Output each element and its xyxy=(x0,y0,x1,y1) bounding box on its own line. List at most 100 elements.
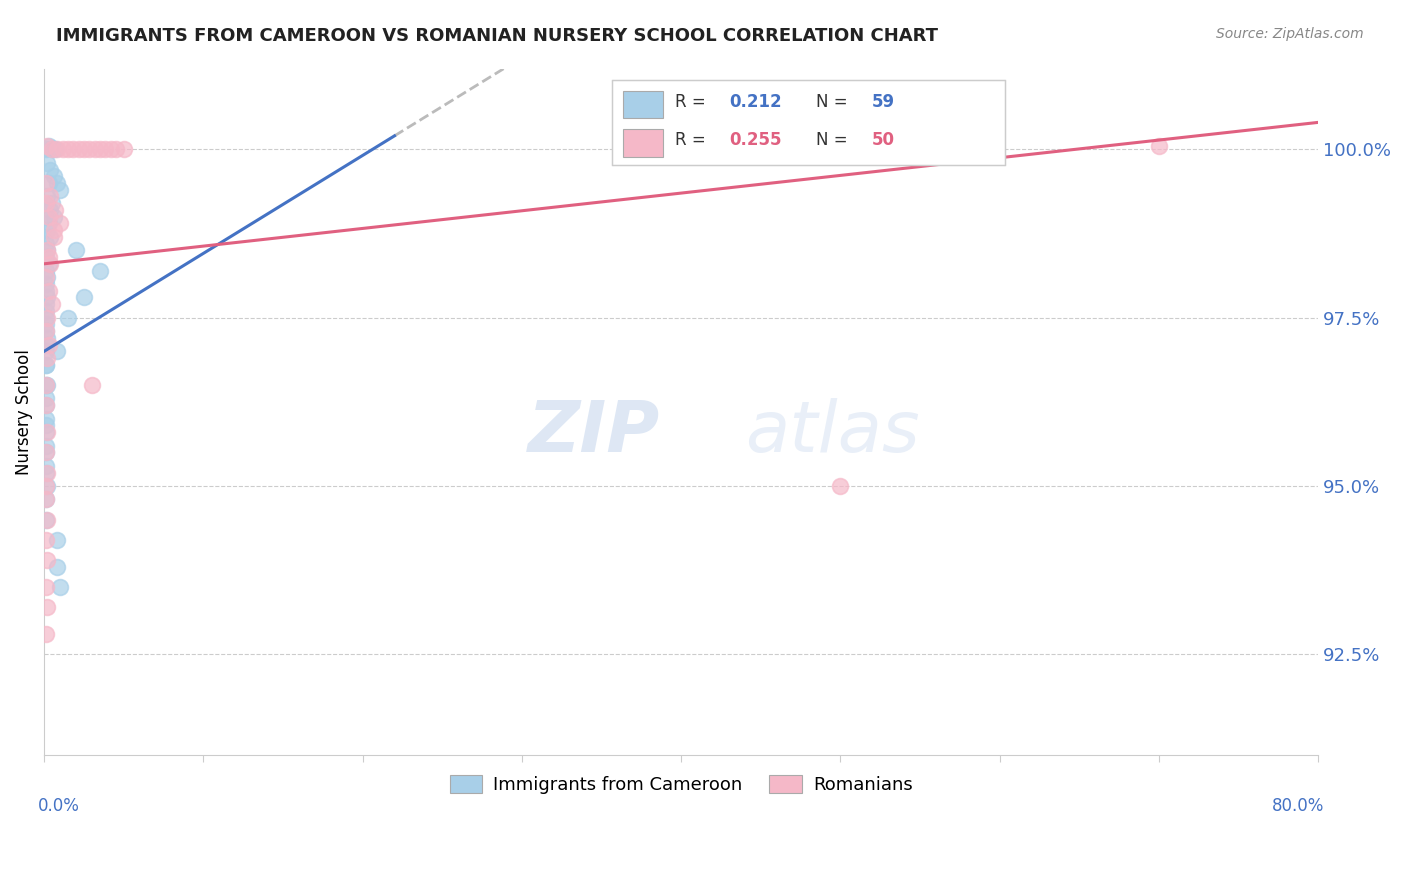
Text: 80.0%: 80.0% xyxy=(1272,797,1324,814)
Point xyxy=(39,189,62,203)
Text: R =: R = xyxy=(675,131,710,150)
Point xyxy=(35,263,58,277)
Point xyxy=(35,324,58,338)
Point xyxy=(37,351,59,365)
Point xyxy=(65,244,87,258)
Text: 0.212: 0.212 xyxy=(730,94,782,112)
Point xyxy=(104,142,127,156)
Point xyxy=(45,176,67,190)
Text: 0.0%: 0.0% xyxy=(38,797,80,814)
Point xyxy=(89,142,111,156)
Point xyxy=(35,318,58,332)
Point xyxy=(35,458,58,473)
Point xyxy=(38,337,60,351)
Point xyxy=(37,189,59,203)
Point xyxy=(908,139,931,153)
Point xyxy=(38,250,60,264)
Point xyxy=(41,297,63,311)
Point xyxy=(37,513,59,527)
Text: IMMIGRANTS FROM CAMEROON VS ROMANIAN NURSERY SCHOOL CORRELATION CHART: IMMIGRANTS FROM CAMEROON VS ROMANIAN NUR… xyxy=(56,27,938,45)
Point xyxy=(38,284,60,298)
Text: N =: N = xyxy=(817,94,853,112)
Point xyxy=(45,344,67,359)
Point xyxy=(35,284,58,298)
Point xyxy=(35,445,58,459)
Point xyxy=(35,358,58,372)
Point xyxy=(39,162,62,177)
Point xyxy=(41,142,63,156)
Text: R =: R = xyxy=(675,94,710,112)
Point xyxy=(73,142,96,156)
Point xyxy=(37,244,59,258)
Point xyxy=(37,223,59,237)
Bar xyxy=(623,91,662,119)
Point xyxy=(35,411,58,425)
Point xyxy=(35,277,58,291)
Point xyxy=(37,425,59,439)
Point xyxy=(37,378,59,392)
Point xyxy=(35,418,58,433)
Point xyxy=(38,176,60,190)
Point xyxy=(37,466,59,480)
Point xyxy=(35,513,58,527)
Point xyxy=(42,169,65,184)
Point xyxy=(35,236,58,251)
Point xyxy=(112,142,135,156)
Point xyxy=(77,142,100,156)
Point xyxy=(84,142,107,156)
Point xyxy=(89,263,111,277)
Point xyxy=(35,492,58,507)
Point xyxy=(35,445,58,459)
Text: Source: ZipAtlas.com: Source: ZipAtlas.com xyxy=(1216,27,1364,41)
Point xyxy=(35,533,58,547)
Text: 59: 59 xyxy=(872,94,894,112)
Legend: Immigrants from Cameroon, Romanians: Immigrants from Cameroon, Romanians xyxy=(443,767,920,801)
Point xyxy=(37,310,59,325)
Point xyxy=(39,202,62,217)
Text: ZIP: ZIP xyxy=(529,398,661,467)
Point xyxy=(37,156,59,170)
Point xyxy=(35,627,58,641)
Point xyxy=(41,142,63,156)
Point xyxy=(67,142,90,156)
Point xyxy=(35,142,58,156)
Point xyxy=(35,378,58,392)
Point xyxy=(35,304,58,318)
Point xyxy=(35,425,58,439)
Text: 50: 50 xyxy=(872,131,894,150)
Point xyxy=(37,244,59,258)
Point xyxy=(35,358,58,372)
Point xyxy=(38,210,60,224)
Point xyxy=(100,142,122,156)
Point xyxy=(35,176,58,190)
Point xyxy=(42,230,65,244)
Point xyxy=(35,398,58,412)
Point xyxy=(42,210,65,224)
Point xyxy=(1147,139,1170,153)
Point xyxy=(45,559,67,574)
Text: N =: N = xyxy=(817,131,853,150)
Point xyxy=(37,331,59,345)
Point xyxy=(35,324,58,338)
Point xyxy=(37,600,59,615)
Point xyxy=(38,216,60,230)
Point xyxy=(73,290,96,304)
Point xyxy=(38,257,60,271)
Point xyxy=(44,202,66,217)
Text: atlas: atlas xyxy=(745,398,920,467)
Point xyxy=(93,142,115,156)
Point xyxy=(35,479,58,493)
Point xyxy=(35,270,58,285)
Point xyxy=(37,139,59,153)
Point xyxy=(35,398,58,412)
Point xyxy=(45,142,67,156)
Point xyxy=(35,250,58,264)
Point xyxy=(35,297,58,311)
Point xyxy=(49,183,72,197)
Point xyxy=(35,337,58,351)
Point xyxy=(80,378,103,392)
Point xyxy=(49,580,72,594)
Point xyxy=(830,479,852,493)
Point xyxy=(37,479,59,493)
Point xyxy=(42,223,65,237)
